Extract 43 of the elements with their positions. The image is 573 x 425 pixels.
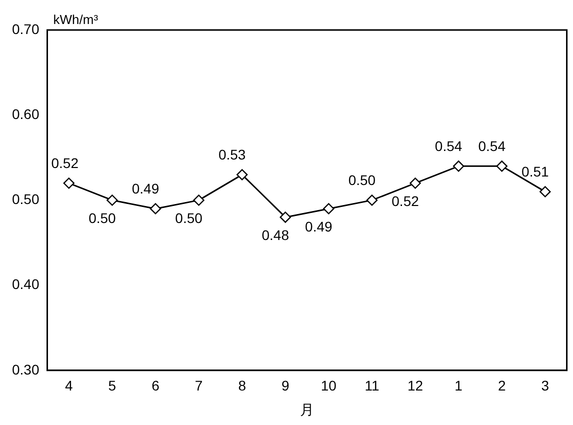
point <box>193 194 204 206</box>
x-tick-label: 8 <box>238 378 246 394</box>
data-label: 0.54 <box>434 138 462 154</box>
point <box>106 194 118 206</box>
y-tick-label: 0.70 <box>12 20 40 37</box>
point <box>540 186 551 198</box>
x-tick-label: 6 <box>152 378 160 394</box>
point <box>496 160 508 172</box>
data-label: 0.50 <box>175 210 203 226</box>
point <box>366 194 378 206</box>
data-label: 0.49 <box>305 218 333 235</box>
y-tick-label: 0.30 <box>12 361 40 378</box>
y-tick-label: 0.50 <box>12 191 40 208</box>
point <box>452 160 464 172</box>
x-tick-label: 10 <box>320 378 337 394</box>
x-tick-label: 2 <box>498 378 506 394</box>
x-tick-label: 11 <box>364 378 380 394</box>
x-tick-label: 5 <box>108 378 116 394</box>
x-tick-label: 1 <box>454 378 463 394</box>
point <box>150 203 162 214</box>
x-tick-label: 3 <box>541 378 550 394</box>
x-tick-label: 9 <box>281 378 290 394</box>
y-tick-label: 0.60 <box>12 106 40 122</box>
x-tick-label: 4 <box>65 378 73 394</box>
y-axis-title: kWh/m³ <box>53 12 99 28</box>
point <box>280 212 291 223</box>
data-label: 0.50 <box>348 172 376 188</box>
point <box>323 203 334 214</box>
x-tick-label: 7 <box>194 378 203 394</box>
data-label: 0.53 <box>218 146 246 163</box>
data-label: 0.52 <box>392 193 420 210</box>
x-tick-label: 12 <box>407 378 424 394</box>
data-label: 0.49 <box>132 180 160 197</box>
data-label: 0.48 <box>262 227 290 244</box>
data-label: 0.50 <box>88 210 116 226</box>
data-label: 0.54 <box>478 138 506 154</box>
point <box>63 178 74 189</box>
y-tick-label: 0.40 <box>12 276 40 292</box>
data-label: 0.52 <box>51 155 79 172</box>
point <box>410 178 421 189</box>
data-label: 0.51 <box>522 164 549 180</box>
point <box>236 169 248 180</box>
x-axis-title: 月 <box>300 401 314 418</box>
